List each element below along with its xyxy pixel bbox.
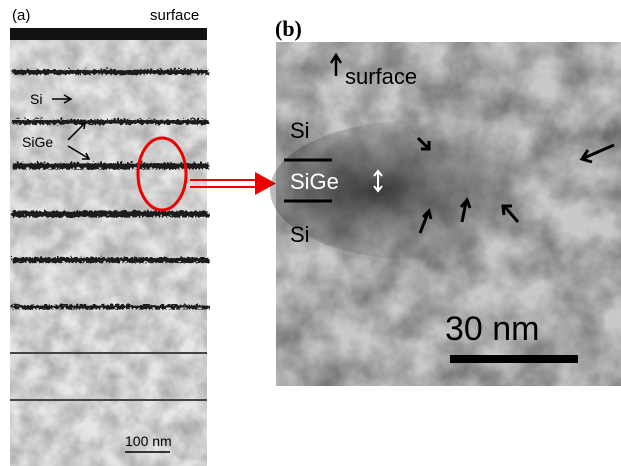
surface-label: surface xyxy=(345,64,417,89)
sige-label: SiGe xyxy=(22,134,53,150)
scale-label: 100 nm xyxy=(125,433,172,449)
scale-bar xyxy=(450,355,578,363)
surface-label: surface xyxy=(150,7,199,24)
surface-layer xyxy=(10,28,207,40)
highlight xyxy=(136,136,188,212)
sige-label: SiGe xyxy=(290,169,339,194)
panel-label: (a) xyxy=(12,7,30,24)
arrow xyxy=(373,169,383,193)
arrow xyxy=(52,94,73,104)
layers xyxy=(10,67,207,307)
scale-label: 30 nm xyxy=(445,310,540,348)
connector-head xyxy=(255,172,276,195)
panel-label: (b) xyxy=(275,16,302,41)
connector xyxy=(190,179,258,188)
arrow xyxy=(329,52,343,76)
panel-a: (a) surface Si SiGe 100 nm xyxy=(10,7,207,466)
si-label: Si xyxy=(290,222,310,247)
arrow xyxy=(67,122,91,160)
texture xyxy=(10,28,207,466)
panel-b: (b) surface Si SiGe Si 30 nm xyxy=(270,16,621,386)
si-label: Si xyxy=(290,118,310,143)
sige-region xyxy=(270,120,570,260)
si-label: Si xyxy=(30,91,42,107)
defect-arrows xyxy=(416,136,615,234)
